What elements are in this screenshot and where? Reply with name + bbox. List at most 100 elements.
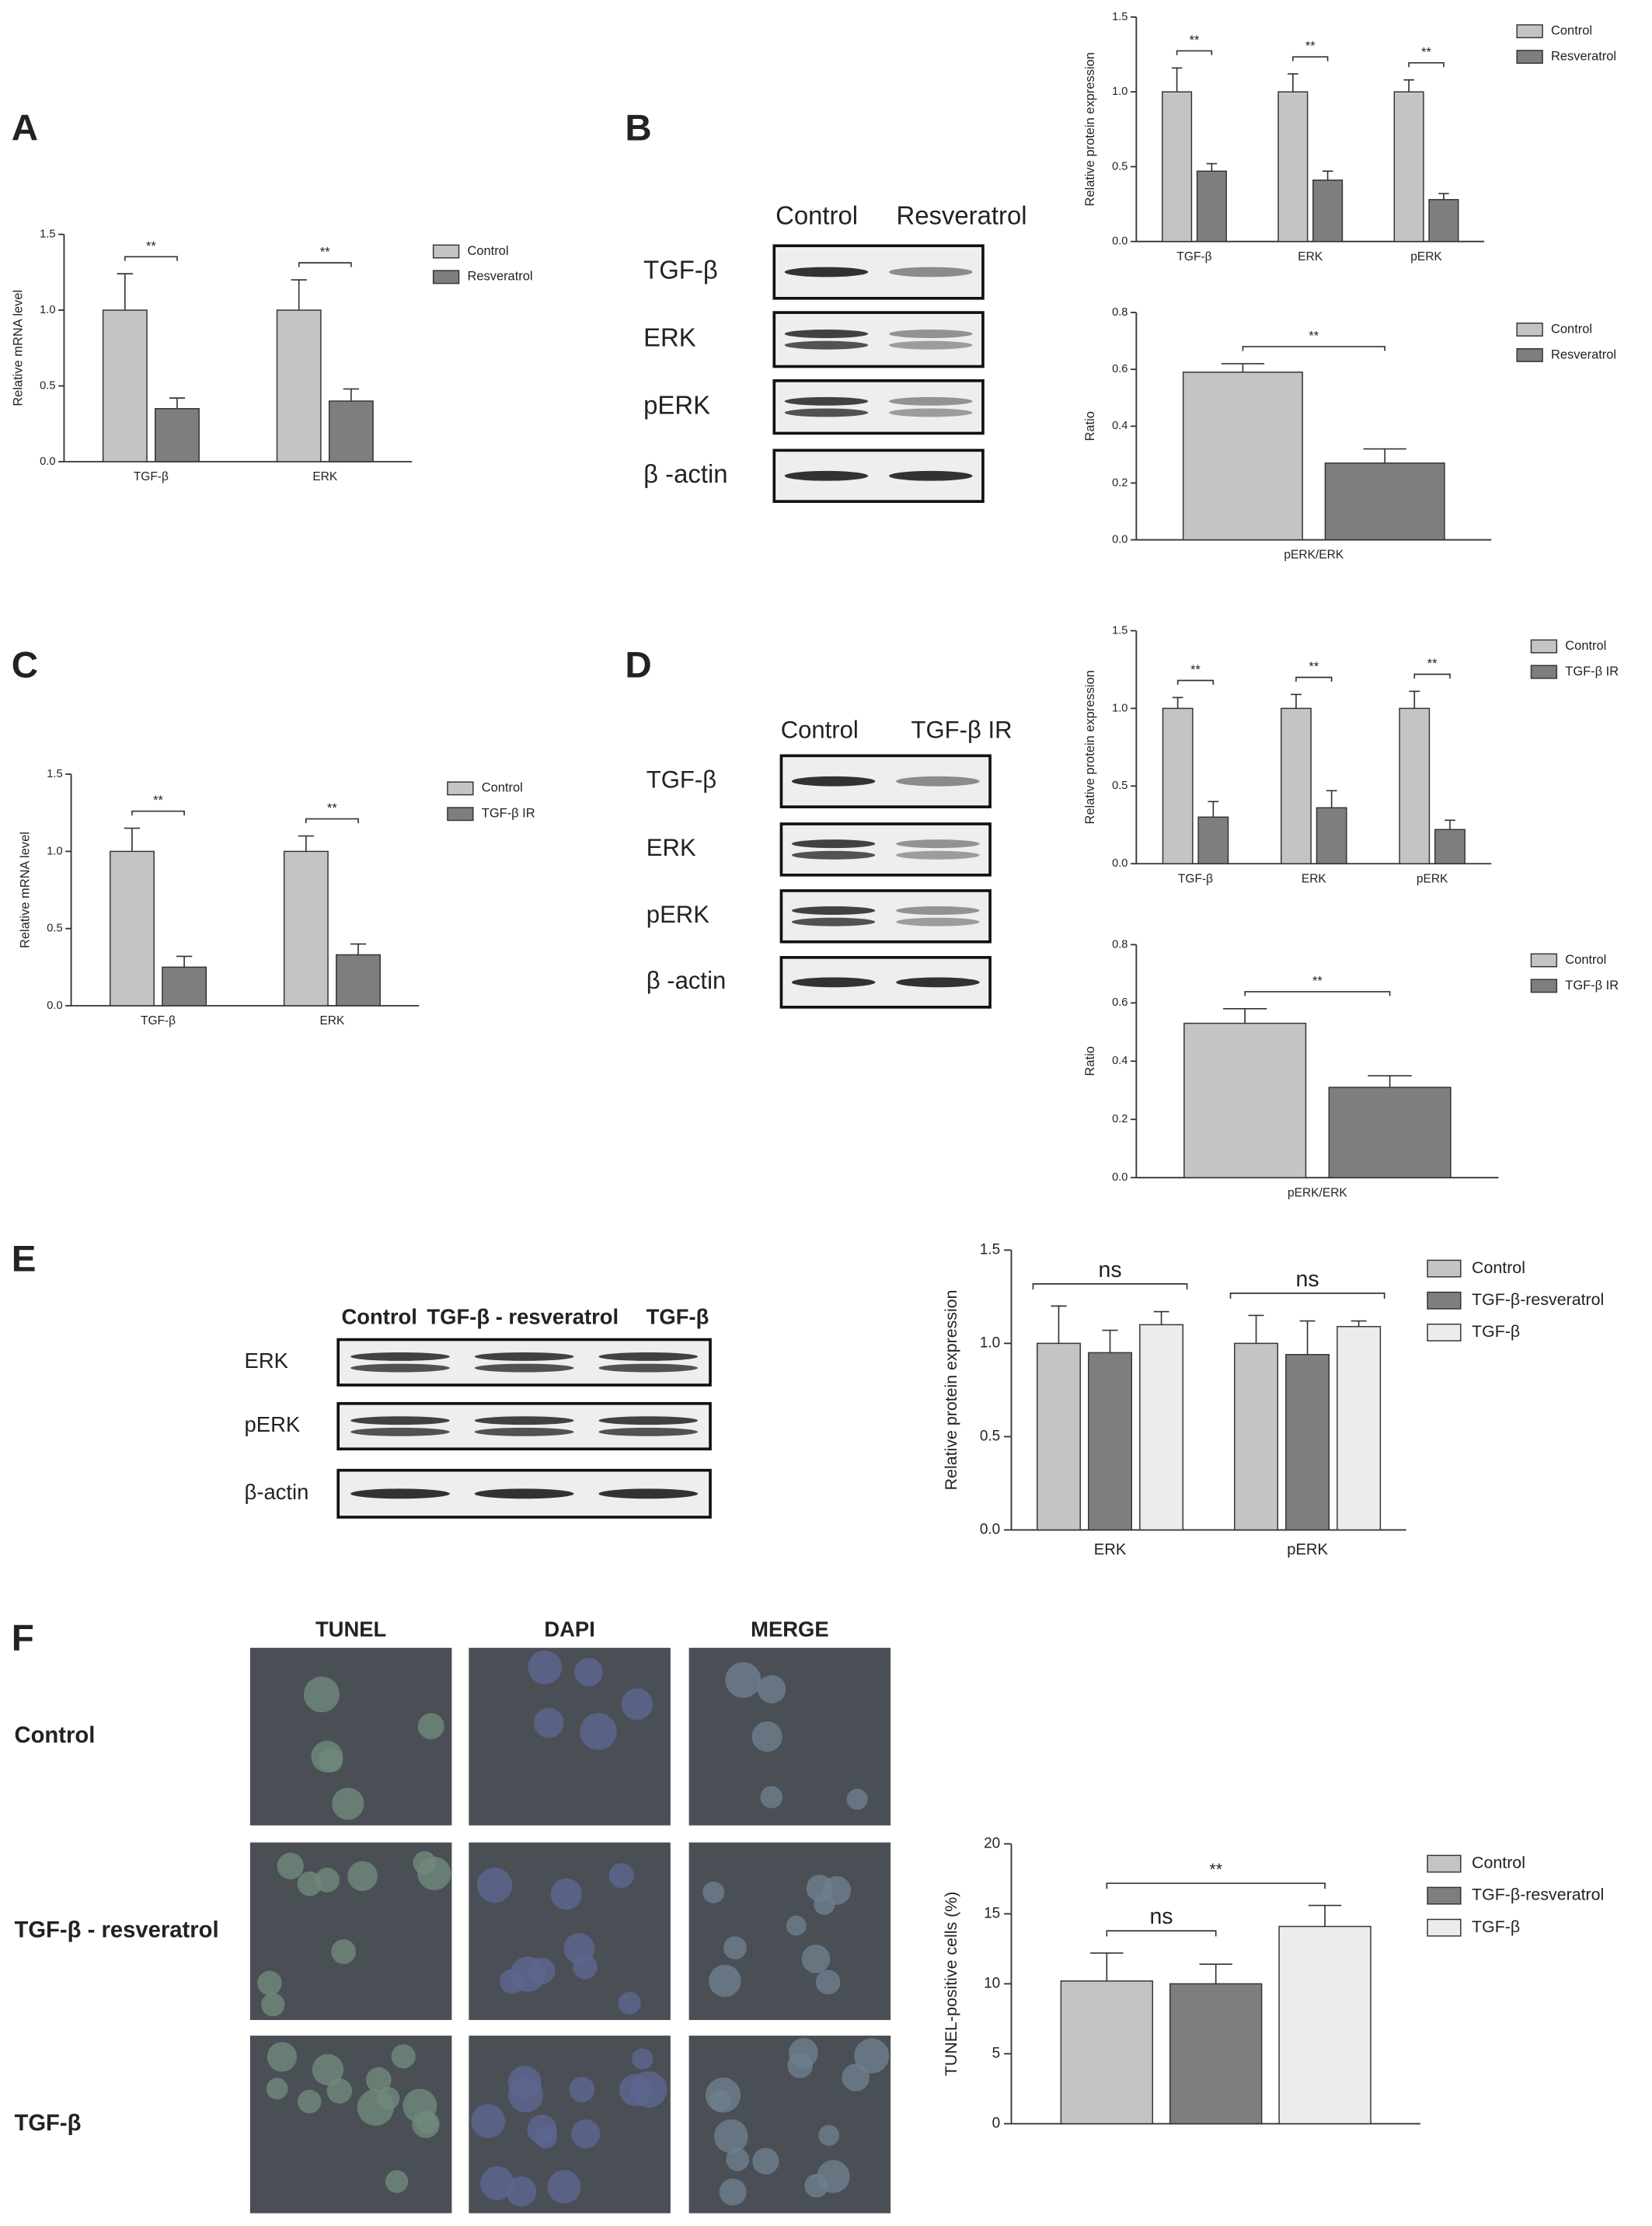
cell bbox=[719, 2178, 747, 2206]
cell bbox=[391, 2044, 416, 2069]
cell bbox=[550, 1878, 583, 1910]
y-tick-label: 0.0 bbox=[40, 455, 55, 468]
legend-swatch bbox=[1530, 639, 1558, 654]
significance-label: ** bbox=[1309, 660, 1319, 674]
blot-row-label: TGF-β bbox=[647, 766, 716, 793]
blot-band bbox=[889, 470, 973, 481]
blot-row-label: β -actin bbox=[647, 967, 726, 994]
blot-box bbox=[772, 379, 985, 435]
y-tick-label: 0.6 bbox=[1112, 363, 1127, 375]
blot-band bbox=[784, 340, 869, 350]
cell bbox=[298, 2089, 322, 2114]
cell bbox=[357, 2088, 394, 2127]
blot-column-label: Control bbox=[341, 1304, 416, 1328]
legend-swatch bbox=[447, 807, 474, 822]
cell bbox=[619, 2074, 652, 2106]
blot-column-label: Control bbox=[775, 201, 858, 229]
legend-label: Control bbox=[1472, 1258, 1525, 1277]
y-tick-label: 1.5 bbox=[47, 768, 62, 780]
blot-band bbox=[474, 1352, 574, 1361]
bar bbox=[1197, 816, 1229, 864]
legend-label: Resveratrol bbox=[468, 270, 533, 284]
blot-band bbox=[784, 267, 869, 277]
significance-label: ** bbox=[1305, 40, 1316, 54]
cell bbox=[786, 1915, 807, 1936]
blot-row-label: β -actin bbox=[643, 459, 727, 488]
y-tick-label: 0.5 bbox=[1112, 780, 1127, 792]
x-tick-label: ERK bbox=[319, 1014, 345, 1028]
error-bar bbox=[1291, 693, 1302, 709]
y-tick-label: 0.4 bbox=[1112, 1055, 1127, 1067]
blot-band bbox=[784, 470, 869, 481]
blot-band bbox=[350, 1352, 450, 1361]
panel-letter: C bbox=[12, 645, 38, 686]
x-tick-label: TGF-β bbox=[1178, 872, 1213, 885]
legend-label: Control bbox=[1551, 24, 1592, 38]
microscopy-row-label: TGF-β bbox=[14, 2111, 81, 2136]
cell bbox=[725, 1662, 762, 1698]
blot-row-label: pERK bbox=[643, 390, 710, 419]
y-tick-label: 0.0 bbox=[1112, 533, 1127, 546]
significance-label: ns bbox=[1098, 1258, 1121, 1282]
cell bbox=[618, 1991, 641, 2015]
cell bbox=[801, 1945, 831, 1973]
y-tick-label: 1.0 bbox=[40, 304, 55, 316]
cell bbox=[385, 2170, 409, 2193]
legend-swatch bbox=[1530, 665, 1558, 679]
blot-row-label: TGF-β bbox=[643, 256, 718, 284]
cell bbox=[818, 2124, 840, 2146]
significance-bracket bbox=[305, 818, 359, 824]
error-bar bbox=[117, 273, 133, 311]
blot-band bbox=[598, 1416, 699, 1425]
cell bbox=[573, 1954, 598, 1980]
cell bbox=[476, 1867, 513, 1903]
cell bbox=[533, 1708, 564, 1739]
significance-label: ** bbox=[153, 794, 163, 808]
blot-band bbox=[791, 906, 876, 916]
bar bbox=[1037, 1342, 1081, 1531]
legend-swatch bbox=[1516, 323, 1543, 337]
cell bbox=[527, 2114, 557, 2144]
significance-bracket bbox=[1106, 1882, 1326, 1889]
cell bbox=[714, 2119, 748, 2154]
error-bar bbox=[1288, 73, 1298, 92]
y-tick-label: 0 bbox=[992, 2115, 1001, 2131]
error-bar bbox=[1222, 1008, 1267, 1024]
bar bbox=[1393, 91, 1424, 242]
significance-bracket bbox=[298, 262, 352, 267]
error-bar bbox=[1172, 696, 1183, 709]
legend-label: Control bbox=[468, 244, 509, 258]
y-tick-label: 1.5 bbox=[1112, 624, 1127, 637]
bar bbox=[1183, 1022, 1307, 1178]
bar bbox=[1060, 1980, 1154, 2125]
cell bbox=[332, 1788, 364, 1820]
y-tick-label: 0.4 bbox=[1112, 420, 1127, 432]
x-tick-label: ERK bbox=[1298, 250, 1323, 263]
significance-label: ** bbox=[146, 239, 156, 253]
legend-label: Control bbox=[1565, 953, 1606, 967]
cell bbox=[506, 2175, 537, 2207]
blot-band bbox=[598, 1363, 699, 1373]
blot-row-label: β-actin bbox=[245, 1480, 309, 1504]
bar bbox=[102, 309, 148, 462]
blot-band bbox=[350, 1488, 450, 1499]
y-tick-label: 1.0 bbox=[1112, 702, 1127, 714]
error-bar bbox=[124, 827, 141, 852]
cell bbox=[632, 2048, 653, 2070]
significance-bracket bbox=[1413, 673, 1451, 679]
blot-column-label: TGF-β IR bbox=[911, 716, 1012, 743]
bar bbox=[1088, 1352, 1133, 1531]
significance-label: ns bbox=[1149, 1904, 1173, 1929]
bar bbox=[1182, 372, 1303, 541]
bar bbox=[110, 850, 155, 1007]
x-tick-label: ERK bbox=[312, 470, 338, 483]
y-tick-label: 20 bbox=[984, 1835, 1000, 1851]
y-tick-label: 1.5 bbox=[1112, 11, 1127, 23]
y-tick-label: 1.0 bbox=[47, 845, 62, 857]
legend-swatch bbox=[432, 244, 460, 259]
blot-box bbox=[336, 1401, 712, 1451]
legend-swatch bbox=[1516, 50, 1543, 65]
blot-band bbox=[889, 408, 973, 417]
y-tick-label: 0.8 bbox=[1112, 938, 1127, 951]
blot-row-label: ERK bbox=[643, 323, 696, 352]
